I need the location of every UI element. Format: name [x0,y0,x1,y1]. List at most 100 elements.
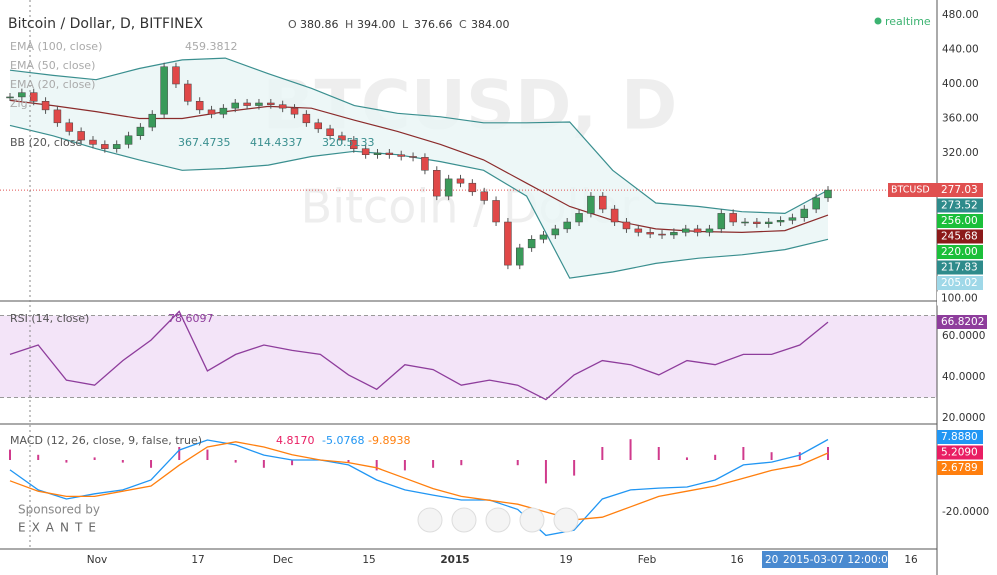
candle [338,135,346,141]
x-tick-label: 19 [559,554,572,566]
price-tag [937,291,983,306]
price-tag [937,214,983,228]
candle [112,144,121,149]
candle [788,217,797,221]
macd-macd [9,438,829,537]
candle [527,239,536,249]
macd-value: -5.0768 [322,434,364,447]
zoom-in[interactable] [519,507,545,533]
candle [29,92,38,102]
macd-tick: -20.0000 [942,506,989,518]
rsi-tick: 20.0000 [942,412,985,424]
candle [563,221,571,230]
macd-label: MACD (12, 26, close, 9, false, true) [10,434,202,447]
macd-tag [937,461,983,475]
candle [148,113,157,128]
candle [729,213,737,223]
price-tag-value: 256.00 [941,215,978,227]
candle [468,182,477,193]
price-tag-bg [888,183,937,197]
ohlc-value: 380.86 [300,18,339,31]
candle [824,189,832,199]
scroll-left[interactable] [417,507,443,533]
rsi-band [0,315,937,398]
candle [136,126,145,136]
candle [575,213,583,223]
candle [622,221,631,230]
candle [101,144,109,149]
candle [255,102,263,106]
price-tag-value: 277.03 [941,184,978,196]
ohlc-key: C [459,18,467,31]
candle [219,107,228,115]
rsi-tick: 40.0000 [942,371,985,383]
ohlc-key: H [345,18,353,31]
price-tag [937,276,983,290]
scroll-right[interactable] [553,507,579,533]
price-tick: 360.00 [942,113,979,125]
sponsor-name: EXANTE [18,521,102,535]
ohlc-value: 376.66 [414,18,453,31]
bb-lower [9,124,829,279]
candle [373,152,382,155]
nav-buttons [417,507,579,533]
candle [397,154,405,157]
x-tick-label: Dec [273,554,294,566]
bb-value: 414.4337 [250,136,303,149]
x-tick-label: 2015 [440,554,469,566]
study-label: EMA (20, close) [10,78,95,91]
rsi-label: RSI (14, close) [10,312,89,325]
price-tick: 320.00 [942,147,979,159]
candle [421,157,429,171]
rsi-tag-value: 66.8202 [941,316,984,328]
candle [350,139,358,149]
candle [89,139,97,145]
candle [800,208,809,218]
candle [184,83,192,102]
price-tag-value: 100.00 [941,293,978,305]
x-tick-label: 15 [362,554,375,566]
candle [53,109,62,124]
price-tag [937,183,983,197]
price-tag [937,198,983,213]
candle [444,178,453,197]
rsi-tag [937,315,987,329]
candle [41,101,50,111]
candle [646,232,654,235]
study-label: EMA (100, close) [10,40,102,53]
study-label: Zig [10,97,28,110]
candle [599,195,607,210]
candle [231,102,239,109]
reset[interactable] [485,507,511,533]
candle [492,200,500,223]
candle [776,220,785,223]
bb-label: BB (20, close [10,136,82,149]
macd-tag [937,445,983,460]
candle [693,228,702,233]
candle [670,232,678,236]
sponsor-by: Sponsored by [18,503,100,517]
candle [385,152,394,155]
ohlc-key: O [288,18,297,31]
candle [314,122,322,130]
candle [753,221,761,224]
candle [77,131,85,141]
candle [160,66,168,115]
candle [172,66,180,85]
bb-value: 320.5133 [322,136,375,149]
candle [634,228,643,233]
price-tag-name: BTCUSD [891,185,930,196]
zoom-out[interactable] [451,507,477,533]
cursor-prefix: 20 [765,554,778,566]
price-tag-value: 205.02 [941,277,978,289]
candle [504,221,512,266]
title: Bitcoin / Dollar, D, BITFINEX [8,16,203,32]
candle [267,102,275,105]
macd-tag-value: 2.6789 [941,462,978,474]
cursor-date-bg [762,551,888,568]
macd-value: -9.8938 [368,434,410,447]
candle [705,228,714,233]
candle [681,228,690,233]
x-tick-label: Nov [87,554,108,566]
